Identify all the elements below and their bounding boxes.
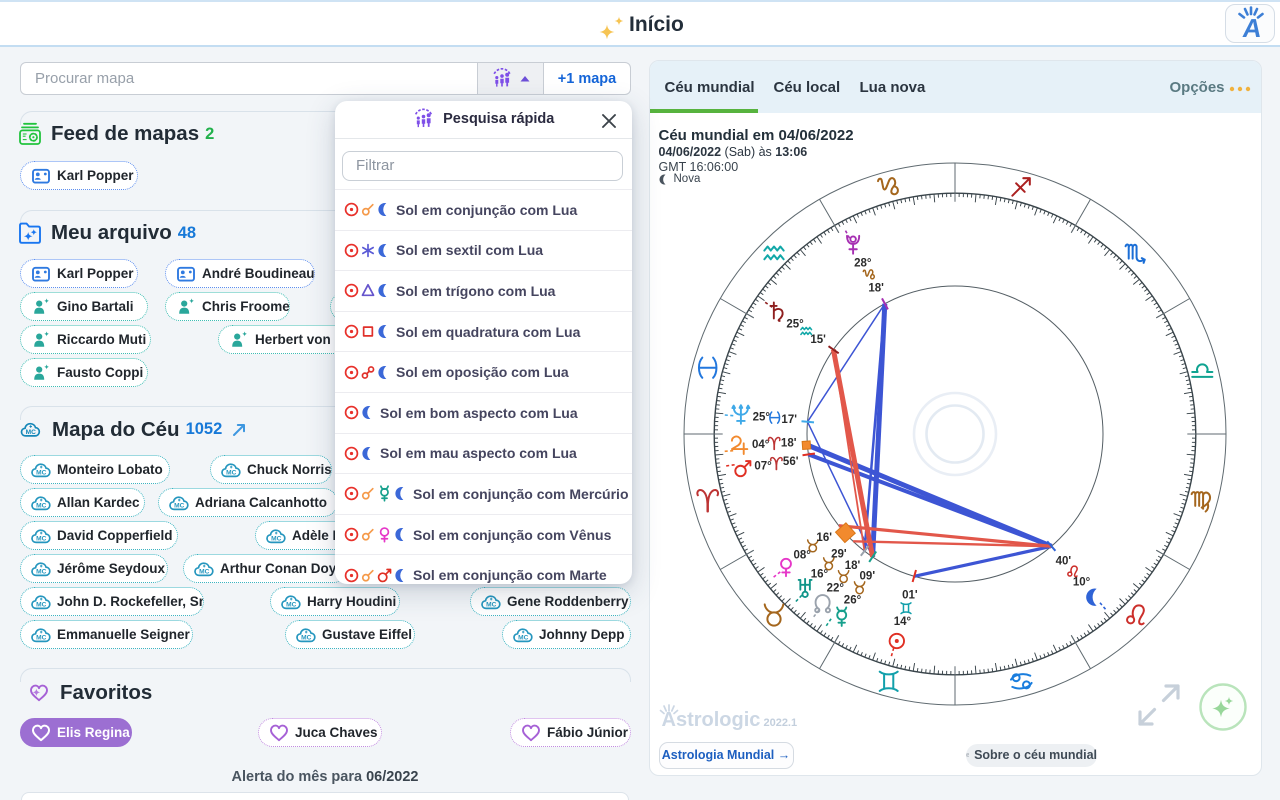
svg-text:07°: 07° — [754, 460, 772, 472]
svg-text:MC: MC — [36, 535, 46, 542]
svg-text:22°: 22° — [826, 582, 844, 594]
svg-text:10°: 10° — [1072, 577, 1090, 589]
svg-text:MC: MC — [36, 568, 46, 575]
svg-text:MC: MC — [518, 634, 528, 641]
svg-text:28°: 28° — [854, 258, 872, 270]
svg-text:MC: MC — [286, 601, 296, 608]
svg-text:MC: MC — [26, 429, 36, 436]
svg-text:MC: MC — [226, 469, 236, 476]
svg-text:MC: MC — [486, 601, 496, 608]
svg-text:09': 09' — [859, 571, 875, 583]
svg-text:MC: MC — [36, 601, 46, 608]
svg-text:18': 18' — [868, 282, 884, 294]
svg-text:40': 40' — [1055, 555, 1071, 567]
svg-text:18': 18' — [780, 437, 796, 449]
svg-text:04°: 04° — [752, 439, 770, 451]
svg-text:56': 56' — [782, 456, 798, 468]
svg-text:16': 16' — [816, 532, 832, 544]
svg-text:MC: MC — [36, 469, 46, 476]
svg-text:14°: 14° — [893, 616, 911, 628]
svg-text:08°: 08° — [793, 549, 811, 561]
svg-text:29': 29' — [831, 548, 847, 560]
svg-text:?: ? — [967, 755, 969, 757]
svg-text:MC: MC — [36, 502, 46, 509]
svg-text:17': 17' — [781, 414, 797, 426]
svg-text:26°: 26° — [843, 594, 861, 606]
svg-text:25°: 25° — [752, 411, 770, 423]
svg-text:MC: MC — [199, 568, 209, 575]
svg-text:MC: MC — [301, 634, 311, 641]
svg-text:MC: MC — [271, 535, 281, 542]
svg-text:15': 15' — [810, 334, 826, 346]
svg-text:A: A — [1241, 13, 1264, 43]
svg-text:25°: 25° — [786, 318, 804, 330]
svg-text:16°: 16° — [810, 568, 828, 580]
svg-text:MC: MC — [174, 502, 184, 509]
svg-text:01': 01' — [902, 589, 918, 601]
svg-text:MC: MC — [36, 634, 46, 641]
svg-text:18': 18' — [844, 560, 860, 572]
